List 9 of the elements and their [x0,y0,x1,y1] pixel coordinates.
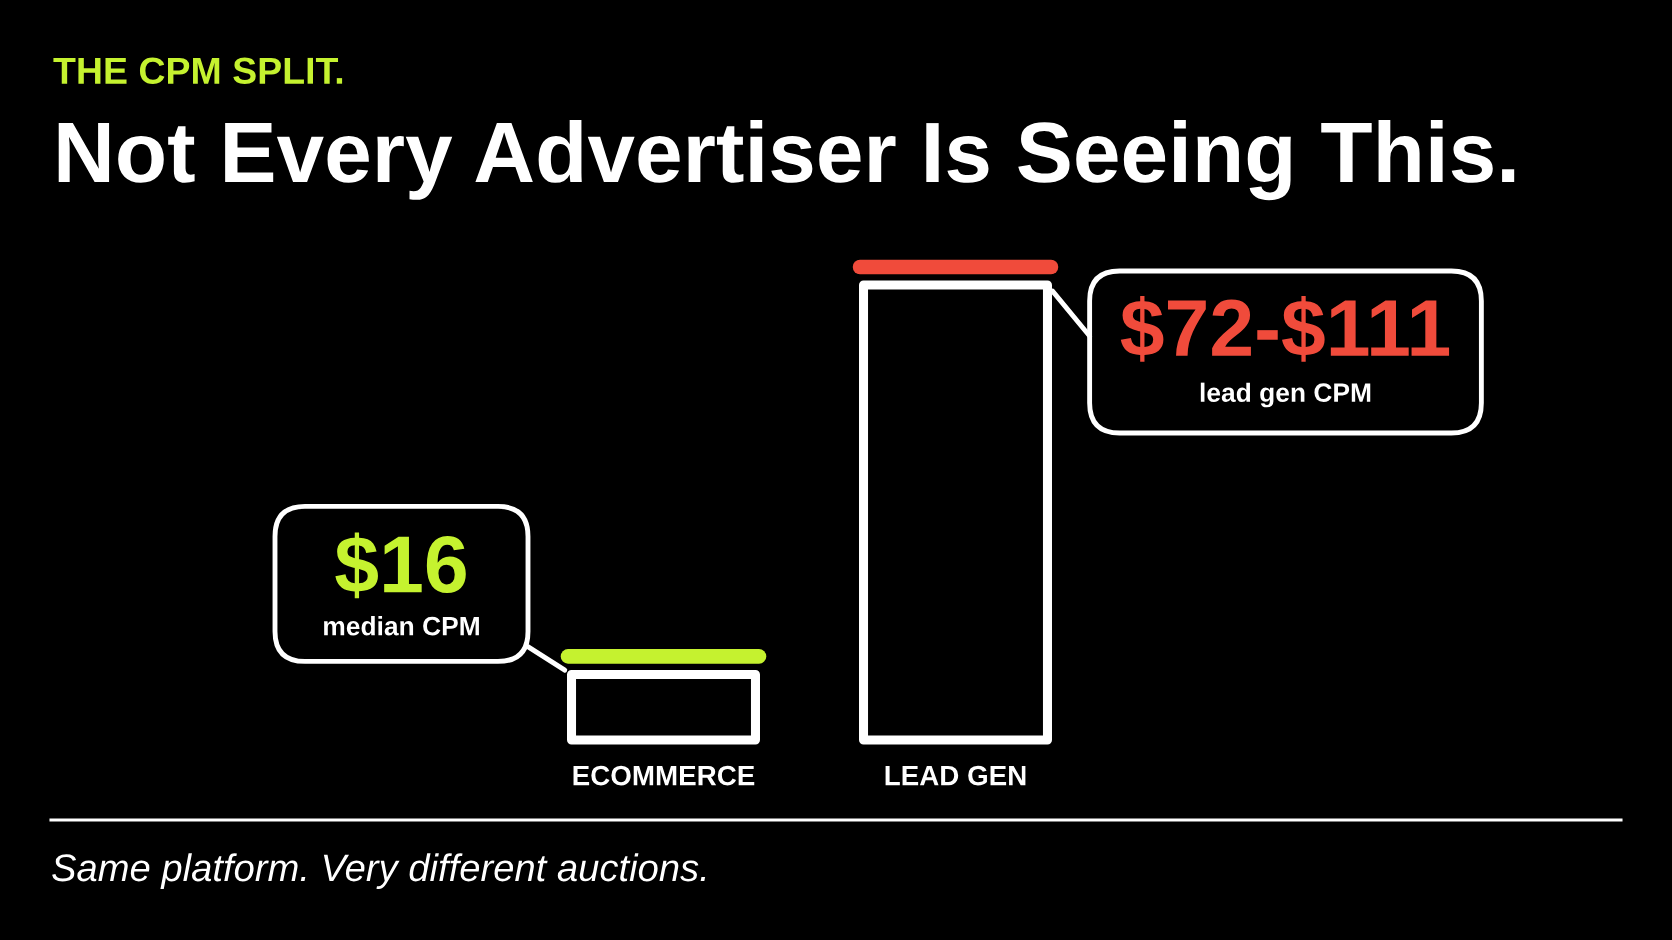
data-label: $72-$111 [1120,296,1450,362]
text: median CPM [324,616,479,636]
chart-title: Not Every Advertiser Is Seeing This. [58,119,1515,201]
text: THE CPM SPLIT. [53,57,343,85]
x-tick-label: LEAD GEN [885,765,1026,786]
text: Same platform. Very different auctions. [52,853,706,889]
text: lead gen CPM [1200,382,1371,408]
x-tick-label: ECOMMERCE [573,765,755,786]
data-label: $16 [335,532,466,599]
